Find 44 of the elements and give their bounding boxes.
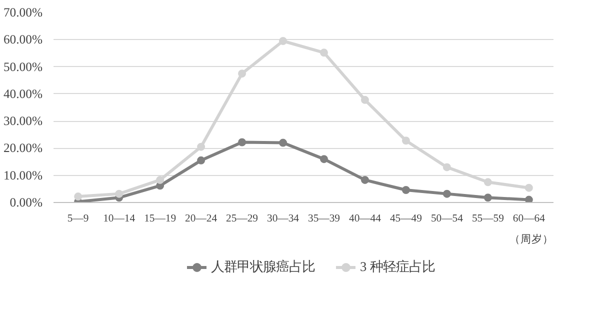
point bbox=[402, 136, 410, 145]
point bbox=[279, 37, 288, 45]
y-tick-label: 10.00% bbox=[3, 168, 43, 182]
point bbox=[197, 142, 206, 151]
y-tick-label: 30.00% bbox=[3, 114, 43, 128]
y-tick-label: 40.00% bbox=[3, 86, 43, 101]
point bbox=[442, 190, 451, 198]
point bbox=[197, 156, 206, 164]
x-tick-label: 15—19 bbox=[144, 214, 176, 224]
y-tick-label: 70.00% bbox=[3, 6, 43, 20]
point bbox=[402, 186, 410, 194]
point bbox=[320, 155, 328, 164]
point bbox=[279, 138, 288, 147]
point bbox=[115, 190, 124, 198]
point bbox=[156, 176, 164, 184]
point bbox=[74, 192, 82, 201]
point bbox=[360, 176, 369, 184]
y-tick-label: 60.00% bbox=[3, 32, 43, 47]
legend-label: 3 种轻症占比 bbox=[360, 258, 435, 276]
point bbox=[360, 96, 369, 104]
x-tick-label: 5—9 bbox=[67, 214, 89, 224]
point bbox=[484, 194, 492, 202]
x-tick-label: 55—59 bbox=[472, 214, 504, 224]
point bbox=[442, 163, 451, 172]
x-tick-label: 40—44 bbox=[348, 214, 382, 224]
point bbox=[238, 70, 246, 78]
text: （周岁） bbox=[510, 234, 554, 246]
point bbox=[524, 184, 533, 192]
y-tick-label: 0.00% bbox=[10, 196, 43, 210]
x-tick-label: 30—34 bbox=[267, 214, 300, 224]
x-tick-label: 50—54 bbox=[430, 214, 464, 224]
point bbox=[484, 178, 492, 186]
x-tick-label: 45—49 bbox=[390, 214, 422, 224]
y-tick-label: 20.00% bbox=[3, 141, 43, 156]
point bbox=[238, 138, 246, 146]
legend-label: 人群甲状腺癌占比 bbox=[211, 258, 315, 276]
y-tick-label: 50.00% bbox=[3, 60, 43, 74]
x-tick-label: 35—39 bbox=[308, 214, 340, 224]
x-tick-label: 60—64 bbox=[512, 214, 546, 224]
x-tick-label: 20—24 bbox=[185, 214, 218, 224]
x-tick-label: 10—14 bbox=[103, 214, 136, 224]
x-tick-label: 25—29 bbox=[226, 214, 258, 224]
point bbox=[524, 196, 533, 202]
point bbox=[320, 48, 328, 57]
